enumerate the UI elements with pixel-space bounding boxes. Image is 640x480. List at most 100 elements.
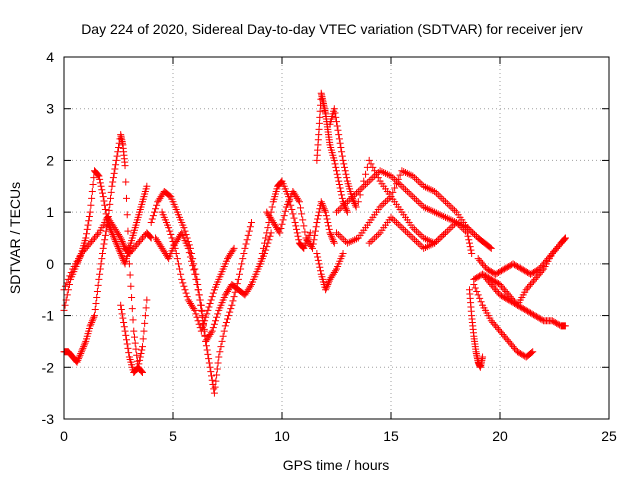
data-point: [101, 206, 109, 214]
data-point: [80, 341, 88, 349]
data-point: [91, 312, 99, 320]
data-point: [487, 317, 495, 325]
data-point: [97, 182, 105, 190]
data-point: [372, 170, 380, 178]
data-point: [97, 260, 105, 268]
data-point: [351, 200, 359, 208]
data-point: [502, 287, 510, 295]
data-point: [513, 348, 521, 356]
data-point: [343, 206, 351, 214]
data-point: [515, 263, 523, 271]
data-point: [360, 177, 368, 185]
data-point: [136, 356, 144, 364]
data-point: [532, 312, 540, 320]
data-point: [440, 231, 448, 239]
data-point: [109, 178, 117, 186]
data-point: [334, 174, 342, 182]
data-point: [411, 236, 419, 244]
data-point: [138, 368, 146, 376]
data-point: [340, 201, 348, 209]
data-point: [328, 234, 336, 242]
data-point: [204, 306, 212, 314]
data-point: [133, 351, 141, 359]
data-point: [243, 236, 251, 244]
data-point: [218, 337, 226, 345]
data-point: [474, 273, 482, 281]
data-point: [125, 250, 133, 258]
data-point: [230, 293, 238, 301]
data-point: [105, 206, 113, 214]
data-point: [322, 208, 330, 216]
data-point: [191, 306, 199, 314]
data-point: [93, 170, 101, 178]
data-point: [121, 162, 129, 170]
data-point: [228, 301, 236, 309]
data-point: [508, 298, 516, 306]
data-point: [291, 218, 299, 226]
data-point: [503, 336, 511, 344]
data-point: [380, 200, 388, 208]
data-point: [409, 224, 417, 232]
data-point: [414, 198, 422, 206]
data-point: [210, 389, 218, 397]
data-point: [201, 331, 209, 339]
y-axis-label: SDTVAR / TECUs: [7, 182, 23, 294]
data-point: [123, 211, 131, 219]
data-point: [148, 215, 156, 223]
data-point: [142, 304, 150, 312]
data-point: [372, 232, 380, 240]
data-point: [109, 174, 117, 182]
data-point: [314, 215, 322, 223]
data-point: [319, 203, 327, 211]
data-point: [451, 206, 459, 214]
data-point: [172, 250, 180, 258]
data-point: [551, 318, 559, 326]
data-point: [391, 184, 399, 192]
data-point: [331, 160, 339, 168]
data-point: [400, 168, 408, 176]
data-point: [192, 275, 200, 283]
data-point: [146, 232, 154, 240]
data-point: [89, 181, 97, 189]
data-point: [369, 163, 377, 171]
data-point: [449, 205, 457, 213]
data-point: [295, 236, 303, 244]
data-point: [497, 329, 505, 337]
data-point: [496, 268, 504, 276]
data-point: [465, 239, 473, 247]
data-point: [194, 286, 202, 294]
data-point: [312, 223, 320, 231]
data-point: [487, 268, 495, 276]
data-point: [106, 200, 114, 208]
data-point: [127, 248, 135, 256]
data-point: [330, 105, 338, 113]
data-point: [378, 201, 386, 209]
data-point: [117, 251, 125, 259]
data-point: [138, 368, 146, 376]
data-point: [207, 368, 215, 376]
data-point: [479, 353, 487, 361]
series-s10: [313, 89, 351, 216]
data-point: [333, 170, 341, 178]
data-point: [447, 216, 455, 224]
series-s1: [60, 167, 151, 314]
data-point: [509, 260, 517, 268]
data-point: [314, 253, 322, 261]
data-point: [522, 286, 530, 294]
data-point: [277, 225, 285, 233]
data-point: [208, 327, 216, 335]
data-point: [120, 323, 128, 331]
data-point: [134, 363, 142, 371]
data-point: [232, 284, 240, 292]
data-point: [229, 297, 237, 305]
data-point: [506, 339, 514, 347]
data-point: [112, 161, 120, 169]
data-point: [483, 275, 491, 283]
data-point: [138, 346, 146, 354]
data-point: [529, 348, 537, 356]
data-point: [420, 182, 428, 190]
data-point: [203, 310, 211, 318]
data-point: [496, 291, 504, 299]
data-point: [511, 261, 519, 269]
data-point: [181, 286, 189, 294]
